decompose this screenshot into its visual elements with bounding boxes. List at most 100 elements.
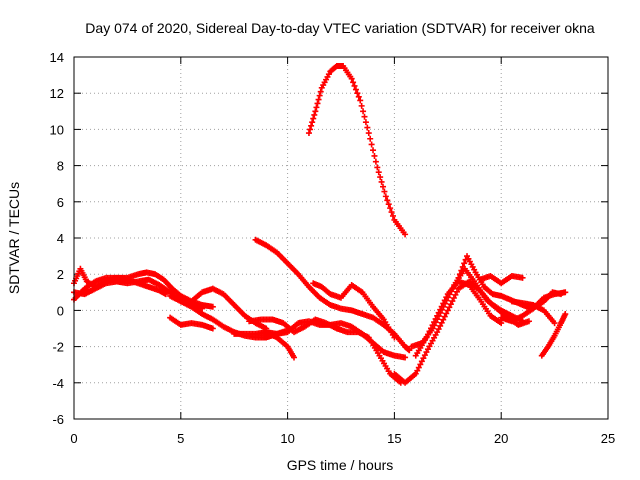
data-point [385,201,392,208]
data-point [314,100,321,107]
tick-labels: 0 5 10 15 20 25 -6 -4 -2 0 2 4 6 8 10 12 14 [50,50,616,446]
data-point [418,358,425,365]
axis-ticks [73,56,609,420]
data-point [312,108,319,115]
data-point [367,135,374,142]
data-point [412,370,419,377]
data-point [428,325,435,332]
data-point [402,231,409,238]
data-point [372,158,379,165]
data-point [437,306,444,313]
data-point [446,304,453,311]
data-point [441,297,448,304]
data-point [209,303,216,310]
series-arc-12 [305,63,409,238]
x-tick-label: 10 [280,431,294,446]
data-point [382,193,389,200]
data-point [455,274,462,281]
data-point [362,119,369,126]
data-point [310,115,317,122]
y-tick-label: 4 [57,231,64,246]
data-point [434,312,441,319]
data-point [429,322,436,329]
y-axis-label: SDTVAR / TECUs [6,182,22,294]
data-point [551,320,558,327]
data-point [355,93,362,100]
data-point [361,113,368,120]
data-point [417,361,424,368]
data-point [315,96,322,103]
data-point [450,294,457,301]
data-point [415,364,422,371]
data-point [449,298,456,305]
series-arc-17 [476,273,526,287]
series-arc-3 [71,274,169,303]
data-point [444,307,451,314]
data-point [380,183,387,190]
data-point [440,316,447,323]
series-arc-6 [167,314,216,332]
data-point [309,119,316,126]
data-point [424,331,431,338]
data-point [305,130,312,137]
data-point [350,79,357,86]
data-point [519,274,526,281]
data-point [414,367,421,374]
data-point [562,289,569,296]
data-point [352,86,359,93]
series-arc-15 [412,278,505,359]
data-point [364,124,371,131]
data-point [348,75,355,82]
data-point [381,188,388,195]
data-point [458,267,465,274]
data-point [438,303,445,310]
data-point [374,164,381,171]
data-point [437,322,444,329]
data-point [402,354,409,361]
data-point [209,325,216,332]
data-point [435,309,442,316]
data-point [371,152,378,159]
data-point [307,126,314,133]
data-point [434,329,441,336]
data-points [71,63,569,386]
data-point [459,263,466,270]
data-point [421,352,428,359]
data-point [456,271,463,278]
data-point [378,178,385,185]
data-point [291,354,298,361]
data-point [370,147,377,154]
series-arc-5 [188,285,270,332]
series-arc-8 [246,316,404,386]
chart-title: Day 074 of 2020, Sidereal Day-to-day VTE… [85,20,595,36]
data-point [387,205,394,212]
data-point [443,310,450,317]
data-point [406,347,413,354]
data-point [438,319,445,326]
data-point [443,294,450,301]
data-point [440,300,447,307]
data-point [316,92,323,99]
data-point [447,301,454,308]
data-point [441,313,448,320]
x-axis-label: GPS time / hours [287,457,394,473]
data-point [423,334,430,341]
x-tick-label: 20 [494,431,508,446]
series-arc-20 [538,311,569,359]
x-tick-label: 5 [177,431,184,446]
grid-lines [74,57,608,419]
series-arc-19 [508,298,558,327]
data-point [452,291,459,298]
data-point [377,174,384,181]
data-point [498,320,505,327]
data-point [432,315,439,322]
data-point [525,318,532,325]
data-point [426,328,433,335]
plot-frame [73,56,609,420]
y-tick-label: -2 [52,340,64,355]
data-point [199,305,206,312]
y-tick-label: -4 [52,376,64,391]
y-tick-label: 2 [57,267,64,282]
data-point [389,212,396,219]
